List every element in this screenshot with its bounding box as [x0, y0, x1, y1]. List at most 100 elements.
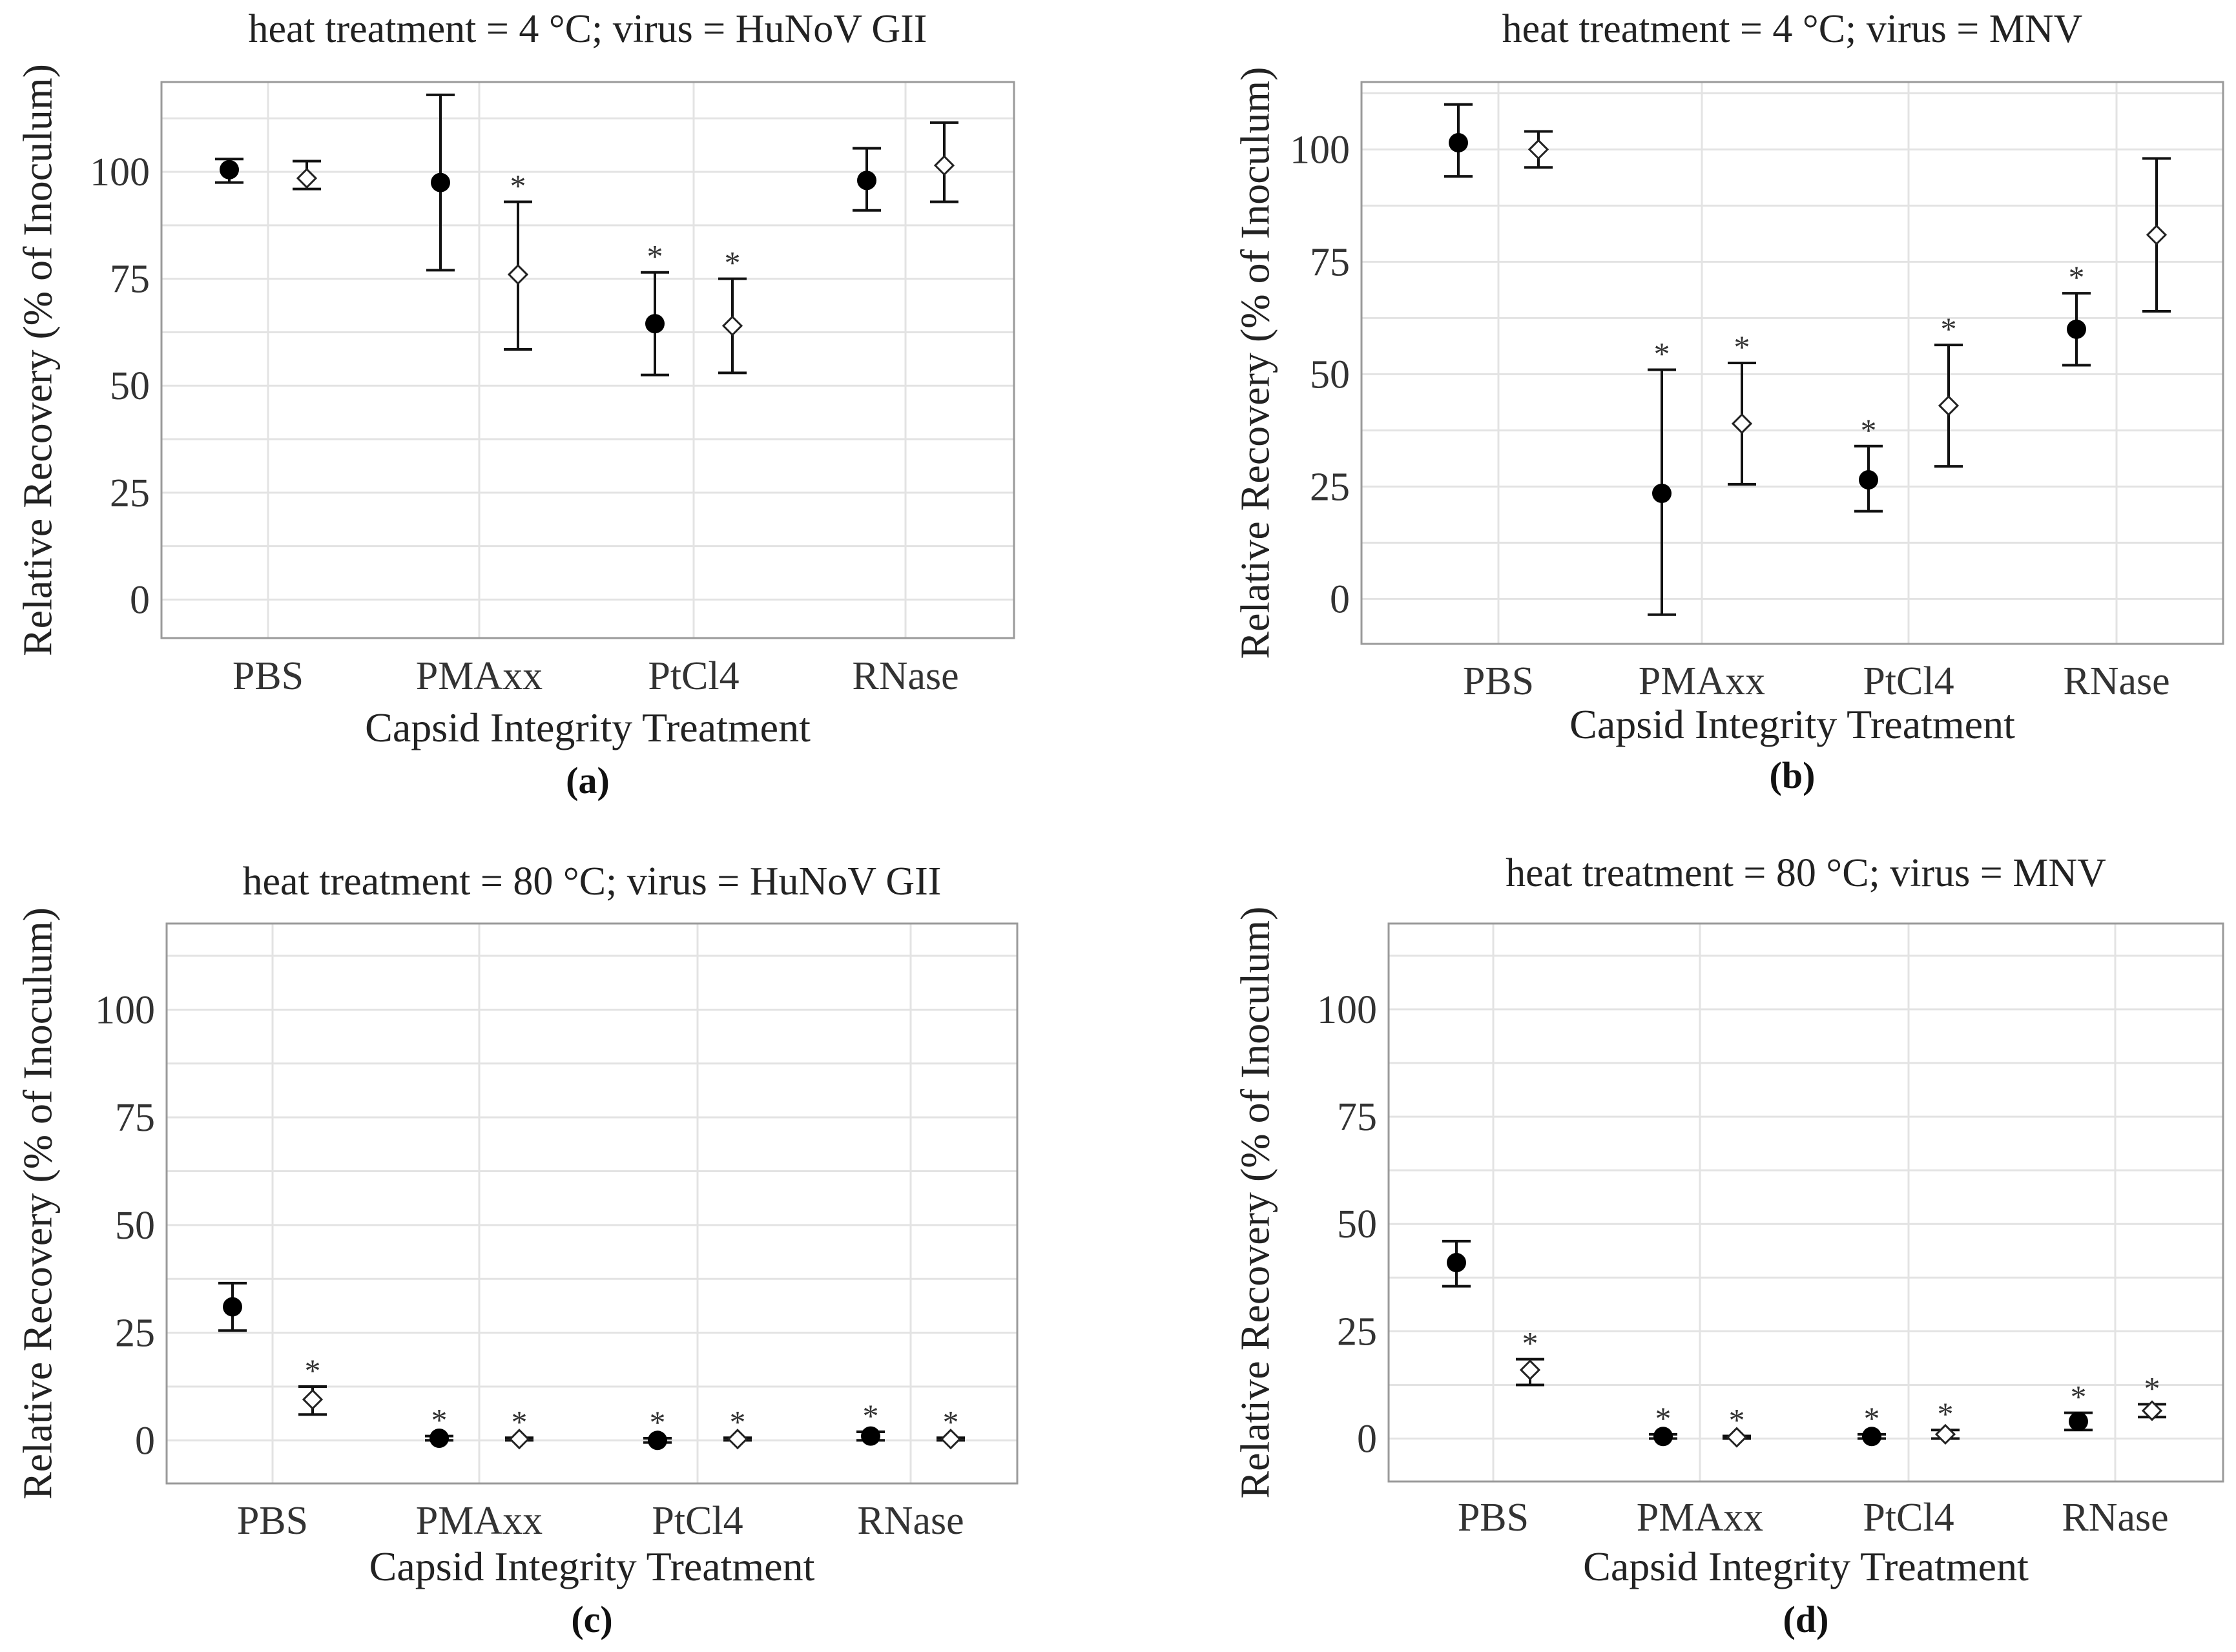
y-axis-title: Relative Recovery (% of Inoculum) — [1232, 67, 1278, 659]
data-point-open — [1938, 395, 1960, 417]
x-tick-label-pmaxx: PMAxx — [1639, 659, 1765, 703]
x-tick-label-ptcl4: PtCl4 — [1863, 659, 1954, 703]
significance-star: * — [650, 1404, 666, 1440]
y-tick-label: 25 — [115, 1312, 155, 1356]
x-tick-label-rnase: RNase — [2062, 1496, 2168, 1540]
data-point-filled — [1859, 470, 1878, 490]
data-point-open — [302, 1389, 324, 1410]
significance-star: * — [730, 1403, 746, 1440]
data-point-filled — [223, 1297, 242, 1317]
x-tick-label-rnase: RNase — [852, 654, 958, 698]
panel-letter: (c) — [571, 1598, 612, 1640]
data-point-open — [508, 1429, 530, 1450]
plot-frame — [160, 81, 1015, 639]
x-tick-label-ptcl4: PtCl4 — [648, 654, 739, 698]
panel-title: heat treatment = 4 °C; virus = HuNoV GII — [249, 7, 927, 51]
significance-star: * — [647, 238, 663, 274]
data-point-open — [507, 263, 529, 285]
significance-star: * — [725, 245, 741, 281]
data-point-filled — [2069, 1411, 2088, 1431]
data-point-filled — [1862, 1427, 1881, 1447]
data-point-filled — [2067, 319, 2086, 339]
y-tick-label: 100 — [1290, 128, 1350, 172]
x-tick-label-pmaxx: PMAxx — [416, 654, 543, 698]
significance-star: * — [305, 1352, 321, 1389]
panel-title: heat treatment = 80 °C; virus = MNV — [1506, 851, 2106, 895]
data-point-filled — [430, 1428, 449, 1448]
data-point-open — [933, 155, 955, 176]
y-tick-label: 0 — [1357, 1418, 1377, 1461]
data-point-open — [1527, 139, 1549, 160]
significance-star: * — [2071, 1379, 2087, 1415]
x-axis-title: Capsid Integrity Treatment — [369, 1544, 815, 1589]
data-point-filled — [1447, 1253, 1466, 1273]
panel-letter: (a) — [566, 759, 610, 801]
significance-star: * — [943, 1403, 959, 1440]
significance-star: * — [1654, 335, 1670, 371]
chart-panel-3: 0 25 50 75 100 PBS PMAxx PtCl4 RNase heat treatme… — [15, 860, 1019, 1640]
x-tick-label-ptcl4: PtCl4 — [652, 1499, 743, 1543]
data-point-open — [296, 167, 318, 189]
y-tick-label: 75 — [1310, 240, 1350, 284]
significance-star: * — [2069, 259, 2085, 295]
y-axis-title: Relative Recovery (% of Inoculum) — [1232, 907, 1278, 1499]
y-tick-label: 100 — [90, 150, 150, 194]
data-point-open — [2146, 224, 2168, 245]
significance-star: * — [431, 1402, 448, 1438]
x-tick-label-pbs: PBS — [1458, 1496, 1529, 1540]
y-axis-title: Relative Recovery (% of Inoculum) — [15, 64, 61, 656]
plot-frame — [1387, 922, 2224, 1483]
significance-star: * — [863, 1398, 879, 1434]
y-tick-label: 100 — [1317, 988, 1377, 1032]
data-point-open — [1934, 1423, 1956, 1445]
data-point-open — [1726, 1427, 1748, 1448]
y-tick-label: 25 — [110, 471, 150, 515]
x-tick-label-pbs: PBS — [237, 1499, 308, 1543]
x-tick-label-pbs: PBS — [233, 654, 304, 698]
chart-panel-4: 0 25 50 75 100 PBS PMAxx PtCl4 RNase heat treatme… — [1232, 851, 2224, 1640]
y-tick-label: 50 — [1310, 353, 1350, 397]
data-point-filled — [220, 160, 239, 180]
x-axis-title: Capsid Integrity Treatment — [1569, 701, 2015, 747]
significance-star: * — [1938, 1396, 1954, 1432]
y-tick-label: 50 — [110, 364, 150, 408]
data-point-open — [2141, 1400, 2163, 1421]
plot-frame — [165, 922, 1019, 1485]
significance-star: * — [1941, 311, 1957, 347]
panel-title: heat treatment = 4 °C; virus = MNV — [1502, 7, 2083, 51]
significance-star: * — [1655, 1400, 1672, 1436]
y-tick-label: 75 — [115, 1096, 155, 1140]
chart-panel-2: 0 25 50 75 100 PBS PMAxx PtCl4 RNase heat treatme… — [1232, 7, 2224, 796]
data-point-open — [940, 1429, 962, 1450]
data-point-filled — [857, 170, 876, 191]
y-tick-label: 0 — [130, 578, 150, 622]
x-axis-title: Capsid Integrity Treatment — [1583, 1544, 2029, 1589]
data-point-filled — [1653, 1427, 1673, 1447]
y-tick-label: 75 — [110, 258, 150, 302]
significance-star: * — [512, 1403, 528, 1440]
y-tick-label: 50 — [1337, 1203, 1377, 1246]
panel-letter: (b) — [1770, 754, 1816, 796]
x-tick-label-rnase: RNase — [857, 1499, 964, 1543]
data-point-open — [721, 315, 743, 336]
panel-title: heat treatment = 80 °C; virus = HuNoV GI… — [243, 860, 942, 903]
data-point-filled — [645, 314, 665, 334]
x-axis-title: Capsid Integrity Treatment — [365, 705, 811, 750]
x-tick-label-rnase: RNase — [2063, 659, 2169, 703]
y-tick-label: 25 — [1310, 465, 1350, 509]
significance-star: * — [1522, 1325, 1538, 1361]
y-tick-label: 100 — [95, 988, 155, 1032]
significance-star: * — [510, 167, 526, 203]
significance-star: * — [1861, 412, 1877, 448]
data-point-filled — [1449, 132, 1468, 152]
y-tick-label: 0 — [1330, 577, 1350, 621]
x-tick-label-pmaxx: PMAxx — [416, 1499, 543, 1543]
y-tick-label: 25 — [1337, 1310, 1377, 1354]
x-tick-label-pmaxx: PMAxx — [1637, 1496, 1763, 1540]
significance-star: * — [1734, 329, 1750, 365]
panel-letter: (d) — [1783, 1598, 1829, 1640]
data-point-filled — [431, 172, 450, 192]
data-point-filled — [1652, 483, 1672, 503]
y-tick-label: 50 — [115, 1204, 155, 1248]
plot-frame — [1360, 81, 2224, 645]
